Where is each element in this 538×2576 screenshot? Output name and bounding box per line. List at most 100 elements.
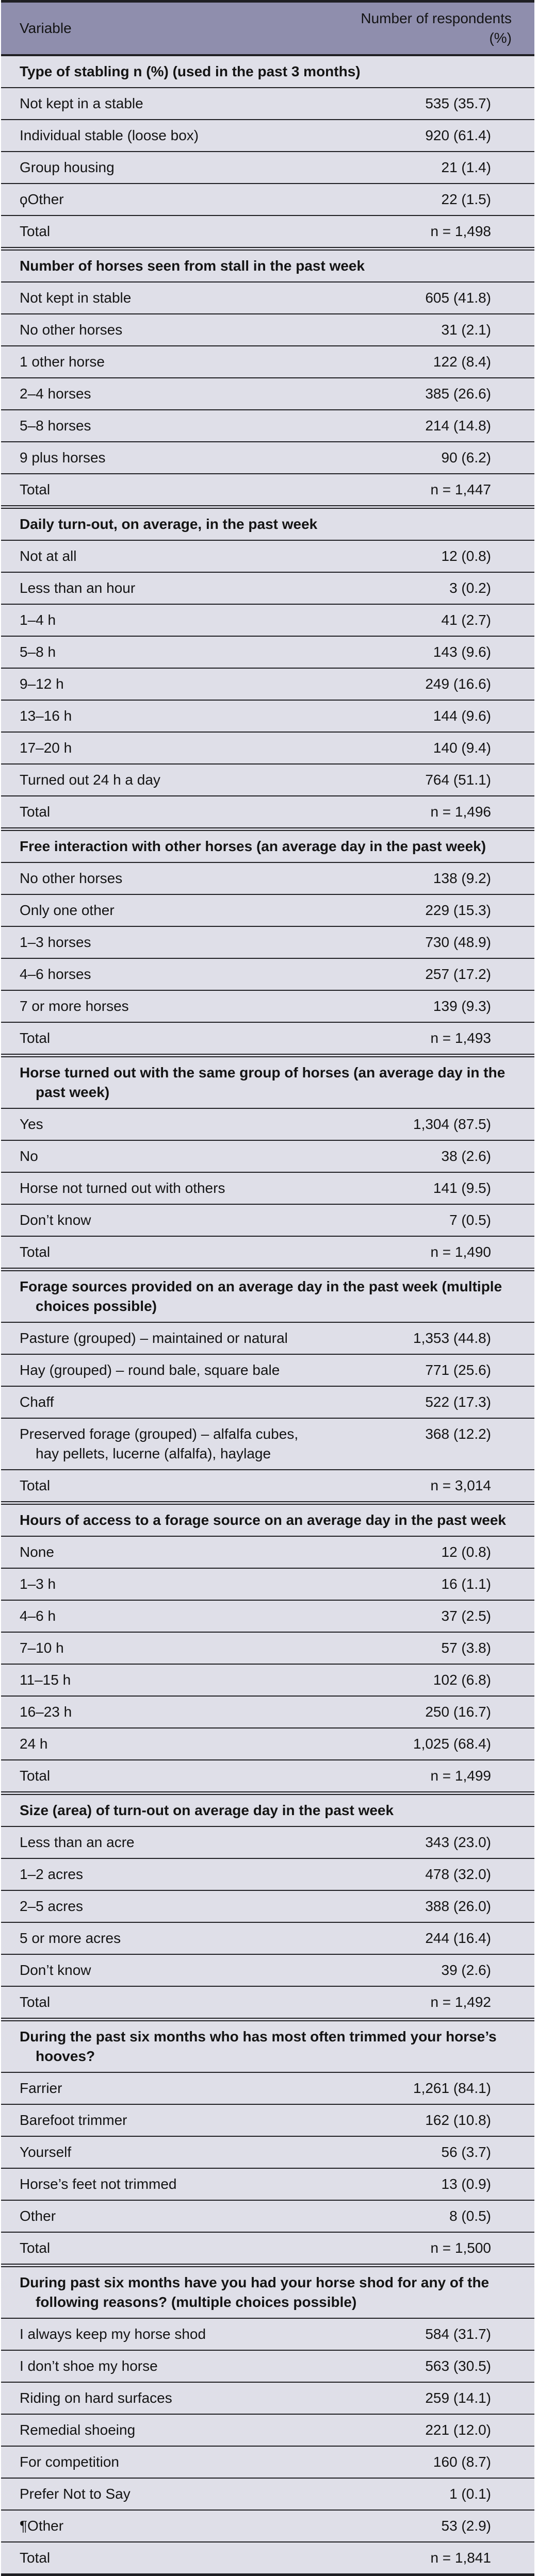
- table-row: 1–3 h 16 (1.1): [1, 1568, 534, 1600]
- table-row: 2–5 acres 388 (26.0): [1, 1890, 534, 1922]
- row-value: 250 (16.7): [425, 1704, 491, 1720]
- row-label: 1 other horse: [20, 354, 105, 370]
- table-row: 1–2 acres 478 (32.0): [1, 1858, 534, 1890]
- table-row: For competition 160 (8.7): [1, 2446, 534, 2478]
- row-value: n = 1,841: [430, 2550, 491, 2566]
- row-label: Barefoot trimmer: [20, 2112, 127, 2128]
- row-label: Total: [20, 1994, 51, 2010]
- table-row: Other 8 (0.5): [1, 2200, 534, 2232]
- row-label: 4–6 horses: [20, 966, 91, 982]
- row-value: 249 (16.6): [425, 676, 491, 692]
- row-value: 12 (0.8): [441, 548, 492, 564]
- row-label: Total: [20, 1477, 51, 1493]
- row-label: 9 plus horses: [20, 450, 106, 466]
- row-value: n = 1,498: [430, 223, 491, 239]
- total-row: Total n = 1,498: [1, 215, 534, 247]
- row-label: Hay (grouped) – round bale, square bale: [20, 1362, 280, 1378]
- table-row: 4–6 horses 257 (17.2): [1, 958, 534, 990]
- row-label: 7 or more horses: [20, 998, 129, 1014]
- row-label: None: [20, 1544, 54, 1560]
- table-row: None 12 (0.8): [1, 1536, 534, 1568]
- row-value: 478 (32.0): [425, 1866, 491, 1882]
- row-label: 24 h: [20, 1736, 48, 1752]
- row-label: 11–15 h: [20, 1672, 71, 1688]
- table-row: Turned out 24 h a day 764 (51.1): [1, 763, 534, 795]
- row-value: 1 (0.1): [449, 2486, 491, 2502]
- row-value: 16 (1.1): [441, 1576, 492, 1592]
- row-label: Pasture (grouped) – maintained or natura…: [20, 1330, 288, 1346]
- total-row: Total n = 1,490: [1, 1236, 534, 1268]
- section-header-row: Hours of access to a forage source on an…: [1, 1501, 534, 1536]
- row-label: Preserved forage (grouped) – alfalfa cub…: [20, 1426, 299, 1461]
- table-row: No other horses 31 (2.1): [1, 313, 534, 345]
- row-label: Total: [20, 1768, 51, 1784]
- row-label: 5 or more acres: [20, 1930, 121, 1946]
- row-label: 1–2 acres: [20, 1866, 83, 1882]
- row-label: Riding on hard surfaces: [20, 2390, 172, 2406]
- row-value: 53 (2.9): [441, 2518, 492, 2534]
- row-label: Yes: [20, 1116, 43, 1132]
- column-header-respondents: Number of respondents (%): [361, 10, 512, 46]
- total-row: Total n = 1,492: [1, 1986, 534, 2018]
- table-row: 9–12 h 249 (16.6): [1, 668, 534, 700]
- row-label: 1–4 h: [20, 612, 56, 628]
- row-label: Less than an acre: [20, 1834, 135, 1850]
- row-label: Chaff: [20, 1394, 54, 1410]
- row-label: Only one other: [20, 902, 115, 918]
- row-label: Total: [20, 2240, 51, 2256]
- table-row: 5–8 h 143 (9.6): [1, 636, 534, 668]
- row-value: 22 (1.5): [441, 191, 492, 207]
- total-row: Total n = 3,014: [1, 1469, 534, 1501]
- section-header-label: Size (area) of turn-out on average day i…: [20, 1802, 394, 1818]
- table-row: 24 h 1,025 (68.4): [1, 1727, 534, 1759]
- row-value: 139 (9.3): [433, 998, 491, 1014]
- section-header-row: Size (area) of turn-out on average day i…: [1, 1791, 534, 1826]
- row-value: 257 (17.2): [425, 966, 491, 982]
- row-value: 102 (6.8): [433, 1672, 491, 1688]
- row-value: 57 (3.8): [441, 1640, 492, 1656]
- row-value: 138 (9.2): [433, 870, 491, 886]
- row-value: n = 1,490: [430, 1244, 491, 1260]
- table-row: Only one other 229 (15.3): [1, 894, 534, 926]
- row-value: n = 1,447: [430, 481, 491, 497]
- row-label: No other horses: [20, 870, 123, 886]
- table-row: 1 other horse 122 (8.4): [1, 345, 534, 377]
- table-row: Not kept in a stable 535 (35.7): [1, 87, 534, 119]
- row-value: 8 (0.5): [449, 2208, 491, 2224]
- row-label: Total: [20, 1244, 51, 1260]
- section-header-row: Horse turned out with the same group of …: [1, 1054, 534, 1108]
- row-value: 90 (6.2): [441, 450, 492, 466]
- table-row: 7–10 h 57 (3.8): [1, 1632, 534, 1664]
- row-value: 162 (10.8): [425, 2112, 491, 2128]
- row-value: 920 (61.4): [425, 127, 491, 143]
- table-row: 4–6 h 37 (2.5): [1, 1600, 534, 1632]
- section-header-label: Forage sources provided on an average da…: [20, 1278, 502, 1314]
- row-label: No: [20, 1148, 38, 1164]
- table-row: 17–20 h 140 (9.4): [1, 732, 534, 763]
- row-value: 522 (17.3): [425, 1394, 491, 1410]
- row-label: Total: [20, 804, 51, 820]
- table-row: Chaff 522 (17.3): [1, 1386, 534, 1418]
- row-value: 3 (0.2): [449, 580, 491, 596]
- row-label: Total: [20, 2550, 51, 2566]
- row-value: 385 (26.6): [425, 386, 491, 402]
- table-row: 5–8 horses 214 (14.8): [1, 409, 534, 441]
- row-value: 730 (48.9): [425, 934, 491, 950]
- section-header-row: During past six months have you had your…: [1, 2264, 534, 2318]
- section-header-label: Number of horses seen from stall in the …: [20, 258, 365, 274]
- row-label: Individual stable (loose box): [20, 127, 199, 143]
- row-value: 535 (35.7): [425, 95, 491, 111]
- table-row: No other horses 138 (9.2): [1, 862, 534, 894]
- row-label: Total: [20, 223, 51, 239]
- row-label: 13–16 h: [20, 708, 72, 724]
- total-row: Total n = 1,500: [1, 2232, 534, 2264]
- row-label: Not kept in stable: [20, 290, 132, 306]
- table-row: 13–16 h 144 (9.6): [1, 700, 534, 732]
- row-value: 259 (14.1): [425, 2390, 491, 2406]
- table-row: ¶Other 53 (2.9): [1, 2509, 534, 2541]
- section-header-label: Free interaction with other horses (an a…: [20, 838, 486, 854]
- row-value: 214 (14.8): [425, 418, 491, 434]
- row-label: Farrier: [20, 2080, 62, 2096]
- row-label: 2–4 horses: [20, 386, 91, 402]
- row-value: n = 1,499: [430, 1768, 491, 1784]
